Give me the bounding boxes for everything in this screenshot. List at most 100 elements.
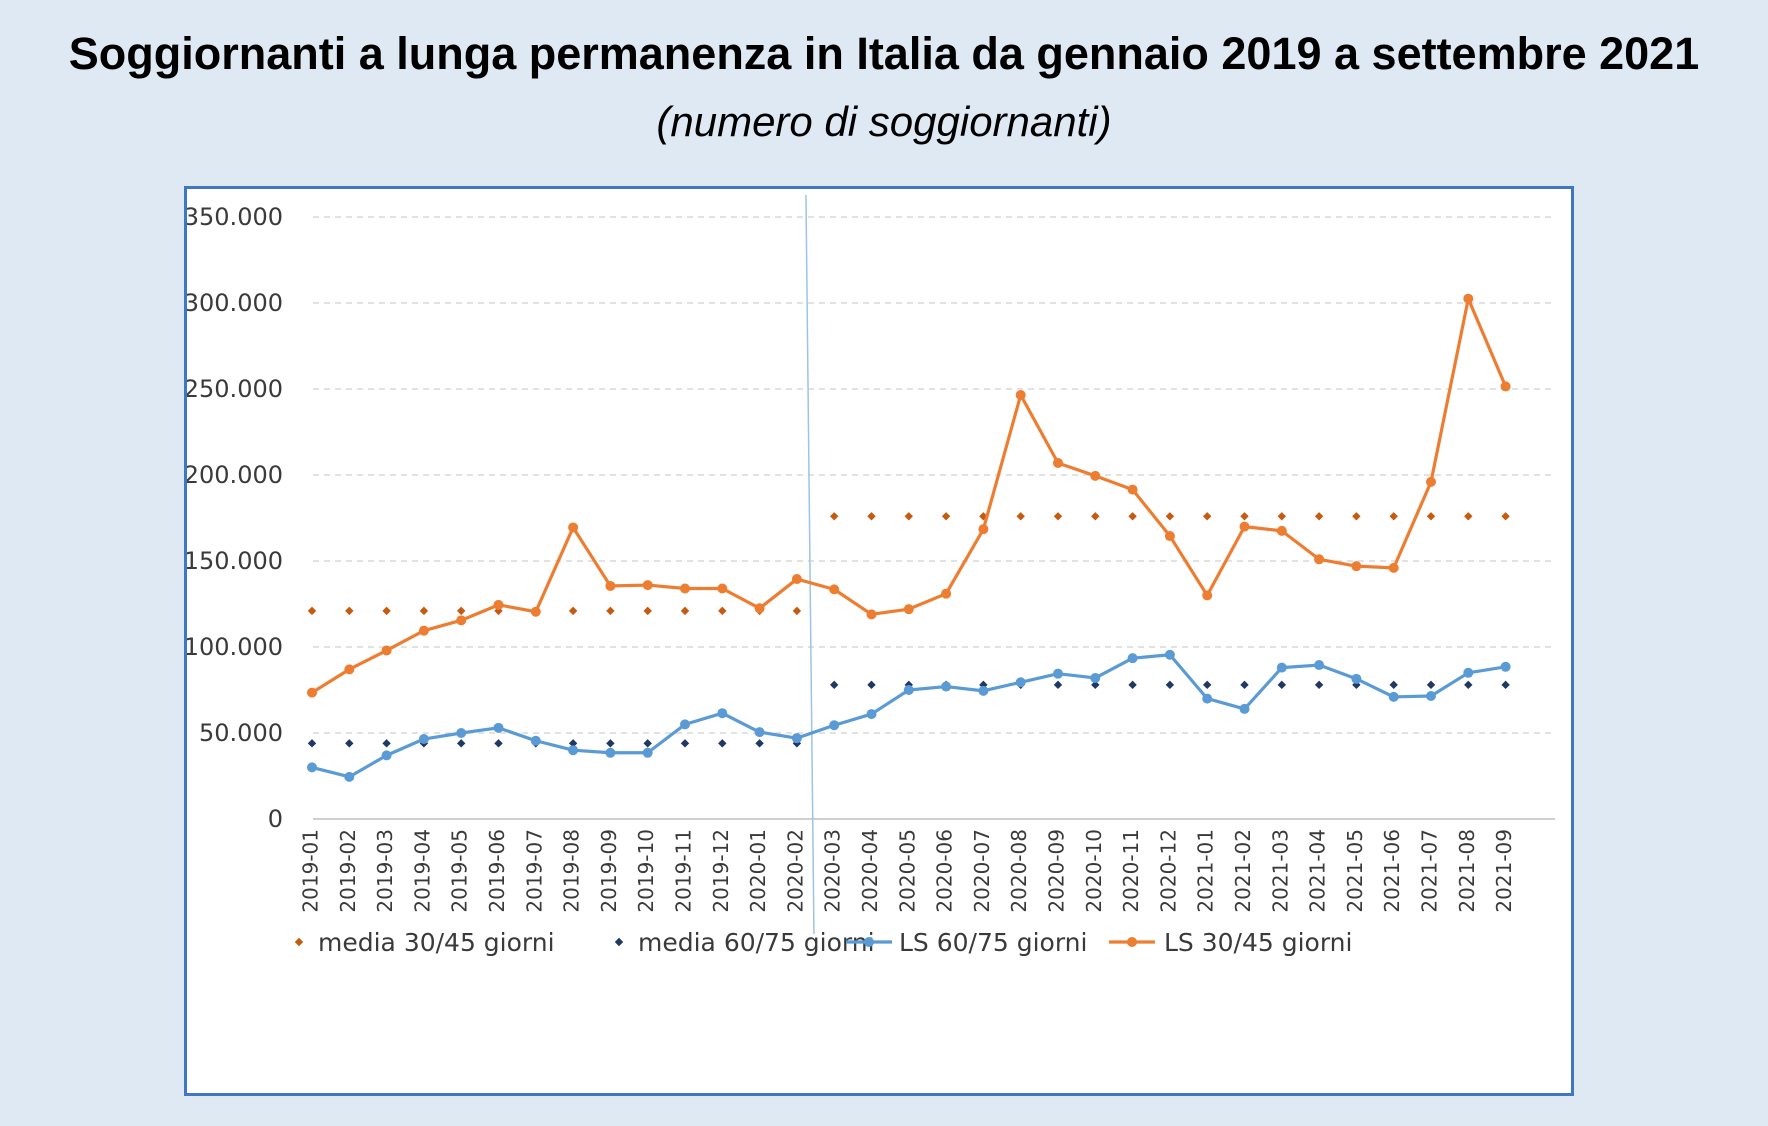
legend: media 30/45 giorni media 60/75 giorni LS 6… (294, 928, 1352, 957)
data-point (456, 615, 467, 626)
y-tick-label: 250.000 (187, 375, 283, 403)
x-tick-label: 2021-03 (1268, 829, 1292, 913)
data-point (1127, 484, 1138, 495)
x-tick-label: 2020-08 (1007, 829, 1031, 913)
data-point (605, 747, 616, 758)
x-tick-label: 2020-03 (821, 829, 845, 913)
data-point (1388, 562, 1399, 573)
data-marker (345, 606, 354, 616)
data-point (1202, 693, 1213, 704)
y-tick-label: 200.000 (187, 461, 283, 489)
series-line (311, 653, 1506, 779)
x-tick-label: 2020-05 (895, 829, 919, 913)
data-marker (1053, 680, 1063, 690)
data-marker (345, 739, 354, 748)
data-point (903, 685, 914, 695)
legend-marker (1127, 937, 1137, 947)
data-point (1239, 521, 1250, 532)
data-point (568, 745, 579, 756)
x-tick-label: 2020-11 (1119, 829, 1143, 913)
data-point (717, 708, 728, 719)
y-tick-label: 50.000 (199, 719, 283, 747)
data-marker (1464, 680, 1473, 690)
data-marker (1053, 512, 1063, 521)
legend-item: LS 30/45 giorni (1109, 928, 1352, 957)
series-ls-30-45-giorni (307, 293, 1511, 698)
data-marker (419, 606, 429, 616)
data-point (829, 584, 840, 595)
y-tick-label: 300.000 (187, 289, 283, 317)
y-axis-ticks: 0 50.000 100.000 150.000 200.000 250.000 300.0… (187, 203, 283, 833)
data-point (680, 583, 690, 594)
legend-marker (864, 937, 874, 947)
grid-lines (313, 216, 1555, 734)
data-marker (1501, 512, 1510, 521)
data-point (381, 645, 392, 656)
chart-subtitle: (numero di soggiornanti) (656, 98, 1112, 145)
x-tick-label: 2020-04 (858, 829, 882, 913)
legend-item: LS 60/75 giorni (846, 928, 1087, 957)
x-tick-label: 2019-12 (709, 829, 733, 913)
data-point (344, 664, 355, 675)
data-marker (643, 606, 652, 616)
x-tick-label: 2019-03 (373, 829, 397, 913)
data-point (1426, 476, 1436, 487)
data-marker (307, 606, 317, 616)
legend-label: LS 60/75 giorni (899, 928, 1087, 957)
data-marker (1426, 680, 1436, 690)
data-marker (307, 739, 317, 748)
data-point (1314, 660, 1325, 671)
data-marker (1240, 512, 1249, 521)
data-point (418, 734, 429, 745)
data-point (493, 599, 504, 610)
data-point (1276, 525, 1287, 536)
x-axis-ticks: 2019-01 2019-02 2019-03 2019-04 2019-05 2019-… (299, 829, 1517, 913)
data-point (978, 685, 989, 696)
data-point (1351, 561, 1362, 572)
data-marker (1389, 512, 1398, 521)
data-marker (1464, 512, 1473, 521)
data-point (1090, 470, 1101, 481)
legend-label: media 60/75 giorni (638, 928, 875, 957)
data-point (418, 625, 429, 636)
y-tick-label: 350.000 (187, 203, 283, 231)
data-marker (606, 739, 615, 748)
legend-item: media 30/45 giorni (294, 928, 555, 957)
data-point (1053, 668, 1063, 679)
data-point (680, 719, 690, 730)
data-marker (1091, 512, 1100, 521)
data-marker (941, 512, 951, 521)
data-marker (457, 606, 466, 616)
period-divider-line (805, 194, 815, 935)
data-marker (1165, 512, 1175, 521)
x-tick-label: 2019-04 (410, 829, 434, 913)
data-marker (1314, 680, 1324, 690)
x-tick-label: 2021-05 (1343, 829, 1367, 913)
data-marker (1203, 680, 1212, 690)
data-point (530, 606, 541, 617)
data-point (1500, 661, 1511, 672)
data-point (941, 588, 952, 599)
data-point (1276, 662, 1287, 673)
legend-label: LS 30/45 giorni (1164, 928, 1352, 957)
x-tick-label: 2019-07 (522, 829, 546, 913)
data-point (829, 720, 840, 731)
data-marker (382, 606, 391, 616)
data-point (1314, 554, 1325, 565)
data-point (493, 722, 504, 733)
x-tick-label: 2021-04 (1306, 829, 1330, 913)
data-marker (1501, 680, 1510, 690)
data-point (642, 580, 653, 591)
data-marker (680, 739, 690, 748)
data-point (1164, 531, 1175, 542)
data-point (456, 728, 467, 738)
data-point (1463, 293, 1474, 304)
data-point (791, 733, 802, 744)
data-point (1202, 590, 1213, 601)
x-tick-label: 2019-08 (560, 829, 584, 913)
data-point (754, 603, 765, 614)
x-tick-label: 2020-02 (783, 829, 807, 913)
data-point (941, 681, 952, 692)
x-tick-label: 2019-05 (448, 829, 472, 913)
data-point (1090, 672, 1101, 683)
